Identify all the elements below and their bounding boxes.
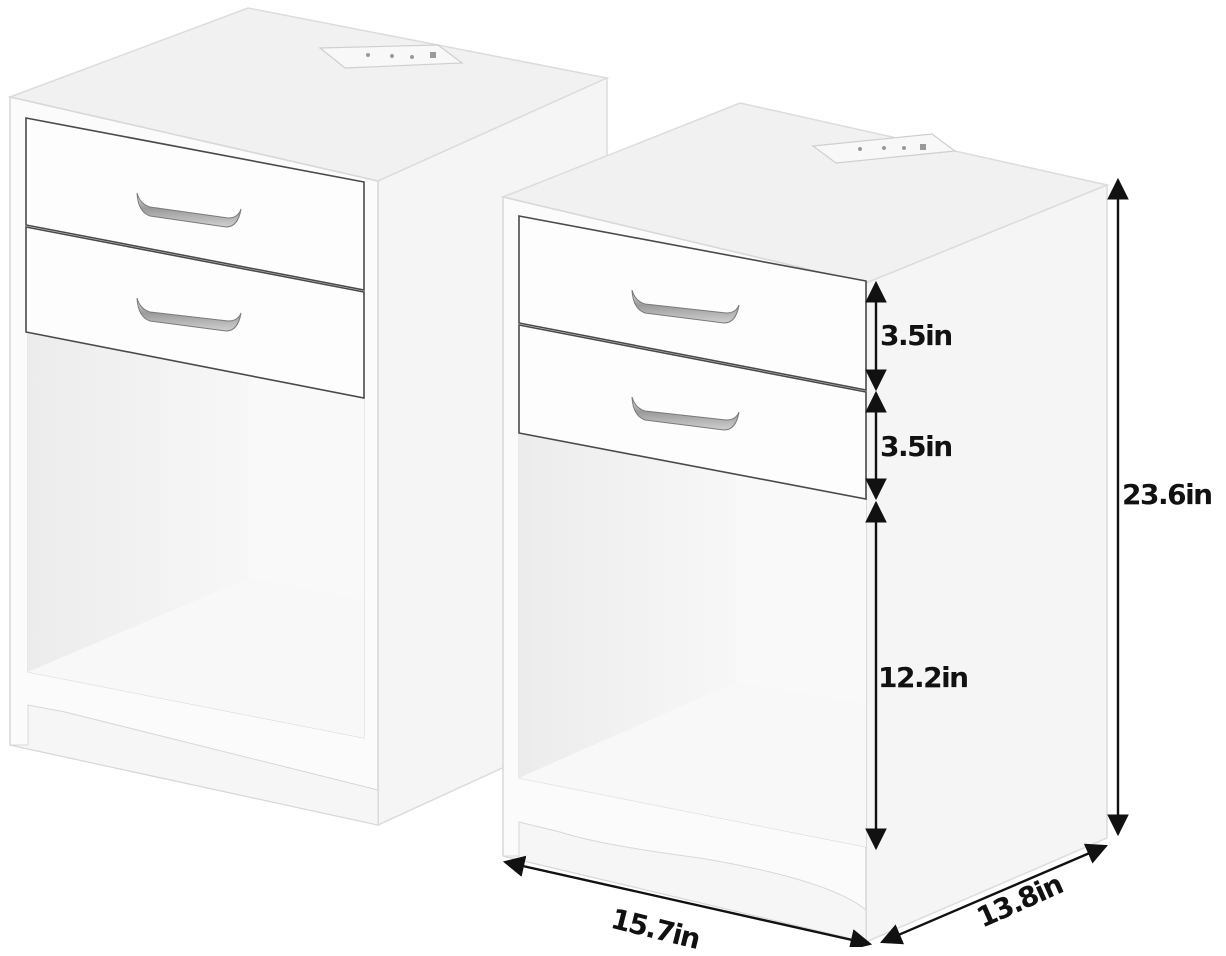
drawer-height-label: 3.5in (880, 319, 953, 352)
nightstand-left-shelf-inner-side (28, 330, 248, 672)
nightstand-left-drawer-bottom (25, 226, 365, 399)
nightstand-left-base (9, 704, 379, 826)
charging-outlet-icon (811, 133, 957, 164)
nightstand-right-shelf-floor (519, 682, 866, 847)
dimension-lines (502, 177, 1129, 951)
nightstand-left-shelf-floor (28, 578, 364, 738)
nightstand-left (7, 7, 610, 827)
drawer-handle-icon (631, 396, 740, 431)
nightstand-right-shelf-back (736, 468, 866, 705)
charging-outlet-icon (318, 44, 464, 69)
nightstand-left-drawer-top (25, 117, 365, 291)
total-height-label: 23.6in (1122, 478, 1213, 511)
dimension-line-depth (880, 843, 1108, 945)
open-shelf-height-label: 12.2in (878, 661, 969, 694)
nightstand-right-shelf-inner-side (519, 433, 736, 778)
drawer-handle-icon (631, 289, 740, 324)
drawer-handle-icon (136, 192, 242, 228)
drawer-height-label: 3.5in (880, 430, 953, 463)
nightstand-right (500, 102, 1110, 944)
drawer-handle-icon (136, 297, 242, 332)
dimension-line-width (502, 855, 873, 951)
nightstand-left-shelf-back (248, 365, 364, 600)
nightstand-right-side (865, 183, 1108, 944)
